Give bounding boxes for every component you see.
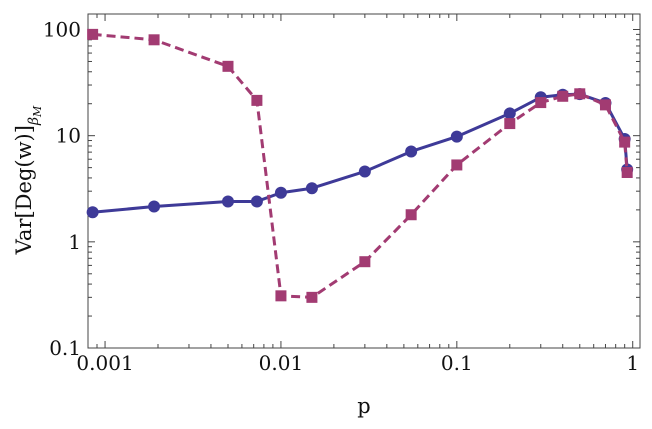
series-2-point: [619, 136, 631, 148]
series-2-point: [87, 28, 99, 40]
series-1-point: [250, 195, 263, 208]
series-1-point: [450, 130, 463, 143]
series-1-line: [92, 92, 629, 214]
plot-frame: [87, 13, 641, 349]
series-group: [86, 28, 634, 303]
series-2-point: [599, 99, 611, 111]
x-tick-label: 0.1: [441, 351, 473, 375]
series-1-point: [86, 206, 99, 219]
series-2-point: [535, 97, 547, 109]
series-1: [86, 88, 634, 219]
series-2-line: [92, 32, 629, 299]
y-axis-label-sub-greek: β: [26, 117, 42, 126]
series-2-point: [504, 118, 516, 130]
x-tick-label: 1: [626, 351, 639, 375]
series-2-point: [574, 88, 586, 100]
series-2-point: [222, 60, 234, 72]
y-tick-label: 10: [56, 124, 81, 148]
series-1-point: [274, 186, 287, 199]
tick-group: 0.001 0.01 0.1 1 0.1 1 10 100: [43, 14, 640, 375]
series-2-point: [148, 34, 160, 46]
series-2-point: [251, 94, 263, 106]
x-axis-label: p: [357, 394, 370, 418]
y-axis-label-sub-letter: M: [31, 105, 44, 118]
y-tick-label: 0.1: [49, 336, 81, 360]
series-2-point: [359, 256, 371, 268]
y-axis-label: Var[Deg(w)]βM: [12, 105, 44, 255]
series-2-point: [557, 90, 569, 102]
series-1-point: [358, 165, 371, 178]
series-1-point: [503, 107, 516, 120]
series-1-point: [221, 195, 234, 208]
y-axis-label-main: Var[Deg(w)]: [12, 125, 36, 255]
series-2-point: [275, 290, 287, 302]
y-tick-label: 100: [43, 18, 81, 42]
series-2-point: [621, 166, 633, 178]
series-2-point: [451, 159, 463, 171]
series-2: [87, 28, 633, 303]
series-2-point: [306, 291, 318, 303]
x-tick-label: 0.001: [76, 351, 133, 375]
series-1-point: [405, 145, 418, 158]
x-tick-label: 0.01: [259, 351, 304, 375]
series-1-point: [148, 200, 161, 213]
series-2-point: [405, 209, 417, 221]
series-1-point: [305, 182, 318, 195]
y-tick-label: 1: [68, 230, 81, 254]
